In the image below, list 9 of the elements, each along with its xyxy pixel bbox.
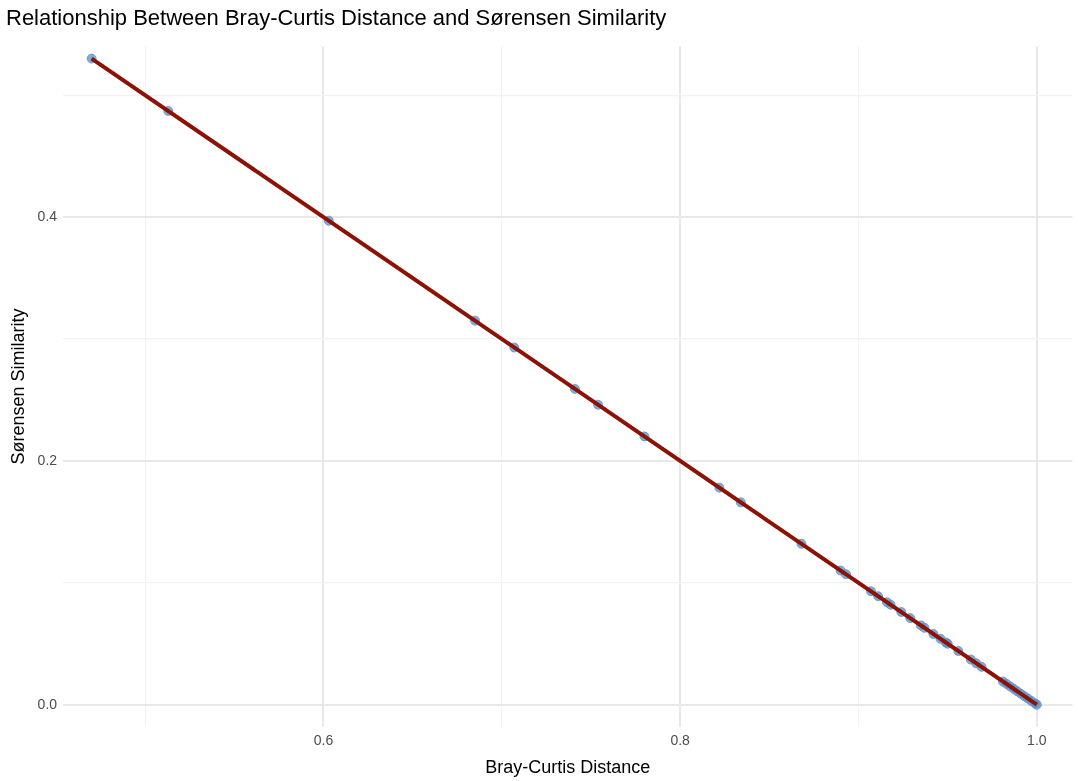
- y-tick-label: 0.2: [37, 451, 58, 468]
- y-axis-title: Sørensen Similarity: [7, 308, 28, 465]
- y-tick-label: 0.4: [37, 207, 58, 224]
- x-tick-label: 1.0: [1027, 731, 1047, 748]
- x-axis-title: Bray-Curtis Distance: [485, 757, 651, 778]
- y-tick-label: 0.0: [37, 695, 58, 712]
- x-tick-label: 0.6: [313, 731, 334, 748]
- x-tick-label: 0.8: [670, 731, 691, 748]
- chart-title: Relationship Between Bray-Curtis Distance and Sørensen Similarity: [6, 5, 667, 31]
